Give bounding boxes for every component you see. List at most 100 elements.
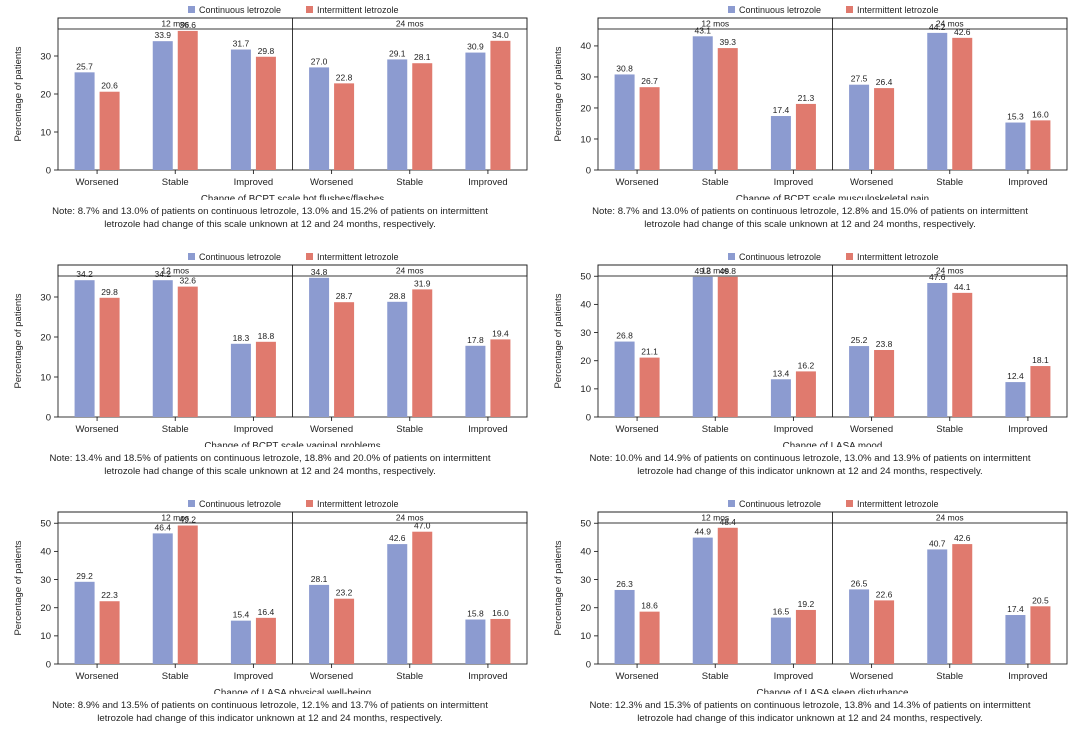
y-tick-label: 10 xyxy=(40,372,51,383)
x-axis-label: Change of LASA sleep disturbance xyxy=(757,688,910,694)
bar-value-label: 49.8 xyxy=(694,266,711,276)
legend-swatch-continuous xyxy=(728,500,735,507)
chart-panel: Continuous letrozole Intermittent letrozo… xyxy=(540,0,1080,247)
legend: Continuous letrozole Intermittent letrozo… xyxy=(188,499,399,509)
bar-continuous xyxy=(230,343,251,417)
x-tick-label: Stable xyxy=(396,424,423,435)
bar-value-label: 49.2 xyxy=(179,515,196,525)
group-header-label: 24 mos xyxy=(396,266,424,276)
bar-value-label: 20.5 xyxy=(1032,595,1049,605)
bar-intermittent xyxy=(255,617,276,664)
x-tick-label: Worsened xyxy=(850,424,893,435)
bar-value-label: 12.4 xyxy=(1007,371,1024,381)
legend: Continuous letrozole Intermittent letrozo… xyxy=(188,252,399,262)
chart-note-line: letrozole had change of this scale unkno… xyxy=(644,218,976,230)
bar-value-label: 25.7 xyxy=(76,61,93,71)
bar-value-label: 26.8 xyxy=(616,331,633,341)
legend-label-intermittent: Intermittent letrozole xyxy=(857,5,939,15)
bar-continuous xyxy=(849,346,870,417)
bar-continuous xyxy=(770,617,791,664)
bar-intermittent xyxy=(99,297,120,417)
bar-value-label: 16.0 xyxy=(492,608,509,618)
bar-continuous xyxy=(692,276,713,417)
group-header-label: 12 mos xyxy=(701,513,729,523)
y-tick-label: 20 xyxy=(40,332,51,343)
bar-value-label: 22.3 xyxy=(101,590,118,600)
x-tick-label: Stable xyxy=(702,177,729,188)
bar-intermittent xyxy=(1030,366,1051,417)
bar-intermittent xyxy=(717,276,738,417)
group-header-label: 24 mos xyxy=(936,266,964,276)
bar-value-label: 16.5 xyxy=(773,607,790,617)
x-tick-label: Worsened xyxy=(76,671,119,682)
bar-intermittent xyxy=(874,88,895,170)
bar-intermittent xyxy=(490,618,511,664)
bar-value-label: 15.3 xyxy=(1007,112,1024,122)
y-tick-label: 10 xyxy=(580,384,591,395)
bar-continuous xyxy=(152,280,173,417)
bar-value-label: 27.0 xyxy=(311,56,328,66)
y-tick-label: 40 xyxy=(580,547,591,558)
bar-continuous xyxy=(74,581,95,664)
chart-note: Note: 8.7% and 13.0% of patients on cont… xyxy=(540,206,1080,231)
bar-continuous xyxy=(387,544,408,664)
x-tick-label: Worsened xyxy=(850,177,893,188)
chart-note: Note: 8.9% and 13.5% of patients on cont… xyxy=(0,700,540,725)
chart-svg: Continuous letrozole Intermittent letrozo… xyxy=(13,5,528,200)
bar-value-label: 39.3 xyxy=(719,37,736,47)
bar-value-label: 34.0 xyxy=(492,30,509,40)
bar-value-label: 26.5 xyxy=(851,578,868,588)
bar-value-label: 46.4 xyxy=(154,522,171,532)
bar-intermittent xyxy=(1030,120,1051,170)
bar-value-label: 28.7 xyxy=(336,291,353,301)
bar-continuous xyxy=(692,36,713,171)
x-axis-label: Change of LASA mood xyxy=(783,441,883,447)
x-tick-label: Worsened xyxy=(616,671,659,682)
x-tick-label: Improved xyxy=(234,424,274,435)
bar-value-label: 27.5 xyxy=(851,74,868,84)
legend-label-continuous: Continuous letrozole xyxy=(199,252,281,262)
y-tick-label: 40 xyxy=(580,300,591,311)
x-tick-label: Improved xyxy=(468,424,508,435)
y-axis-label: Percentage of patients xyxy=(13,46,24,141)
legend-swatch-continuous xyxy=(728,6,735,13)
y-axis-label: Percentage of patients xyxy=(553,540,564,635)
legend-label-intermittent: Intermittent letrozole xyxy=(317,5,399,15)
x-tick-label: Stable xyxy=(936,177,963,188)
y-tick-label: 10 xyxy=(40,631,51,642)
bar-intermittent xyxy=(412,289,433,417)
bar-value-label: 40.7 xyxy=(929,538,946,548)
x-tick-label: Stable xyxy=(396,177,423,188)
bar-value-label: 16.2 xyxy=(798,360,815,370)
bar-intermittent xyxy=(334,598,355,664)
x-tick-label: Worsened xyxy=(850,671,893,682)
y-tick-label: 0 xyxy=(46,659,51,670)
y-tick-label: 50 xyxy=(580,272,591,283)
x-tick-label: Stable xyxy=(936,424,963,435)
x-axis-label: Change of BCPT scale hot flushes/flashes xyxy=(201,194,384,200)
x-tick-label: Worsened xyxy=(310,177,353,188)
bar-continuous xyxy=(465,52,486,170)
bar-value-label: 26.7 xyxy=(641,76,658,86)
group-header-label: 12 mos xyxy=(161,513,189,523)
bar-continuous xyxy=(927,549,948,664)
chart-panel: Continuous letrozole Intermittent letrozo… xyxy=(540,494,1080,741)
bar-continuous xyxy=(927,32,948,170)
chart-svg: Continuous letrozole Intermittent letrozo… xyxy=(13,252,528,447)
x-tick-label: Improved xyxy=(1008,671,1048,682)
bar-value-label: 19.4 xyxy=(492,328,509,338)
group-header-label: 12 mos xyxy=(701,266,729,276)
bar-value-label: 21.3 xyxy=(798,93,815,103)
chart-note-line: letrozole had change of this scale unkno… xyxy=(104,465,436,477)
chart-note-line: letrozole had change of this indicator u… xyxy=(637,712,983,724)
bar-value-label: 26.3 xyxy=(616,579,633,589)
bar-continuous xyxy=(387,59,408,170)
y-tick-label: 10 xyxy=(40,127,51,138)
bar-value-label: 34.2 xyxy=(154,269,171,279)
legend-swatch-intermittent xyxy=(306,253,313,260)
bar-intermittent xyxy=(952,292,973,417)
y-tick-label: 20 xyxy=(40,89,51,100)
bar-intermittent xyxy=(334,302,355,417)
bar-value-label: 32.6 xyxy=(179,276,196,286)
bar-value-label: 30.9 xyxy=(467,42,484,52)
